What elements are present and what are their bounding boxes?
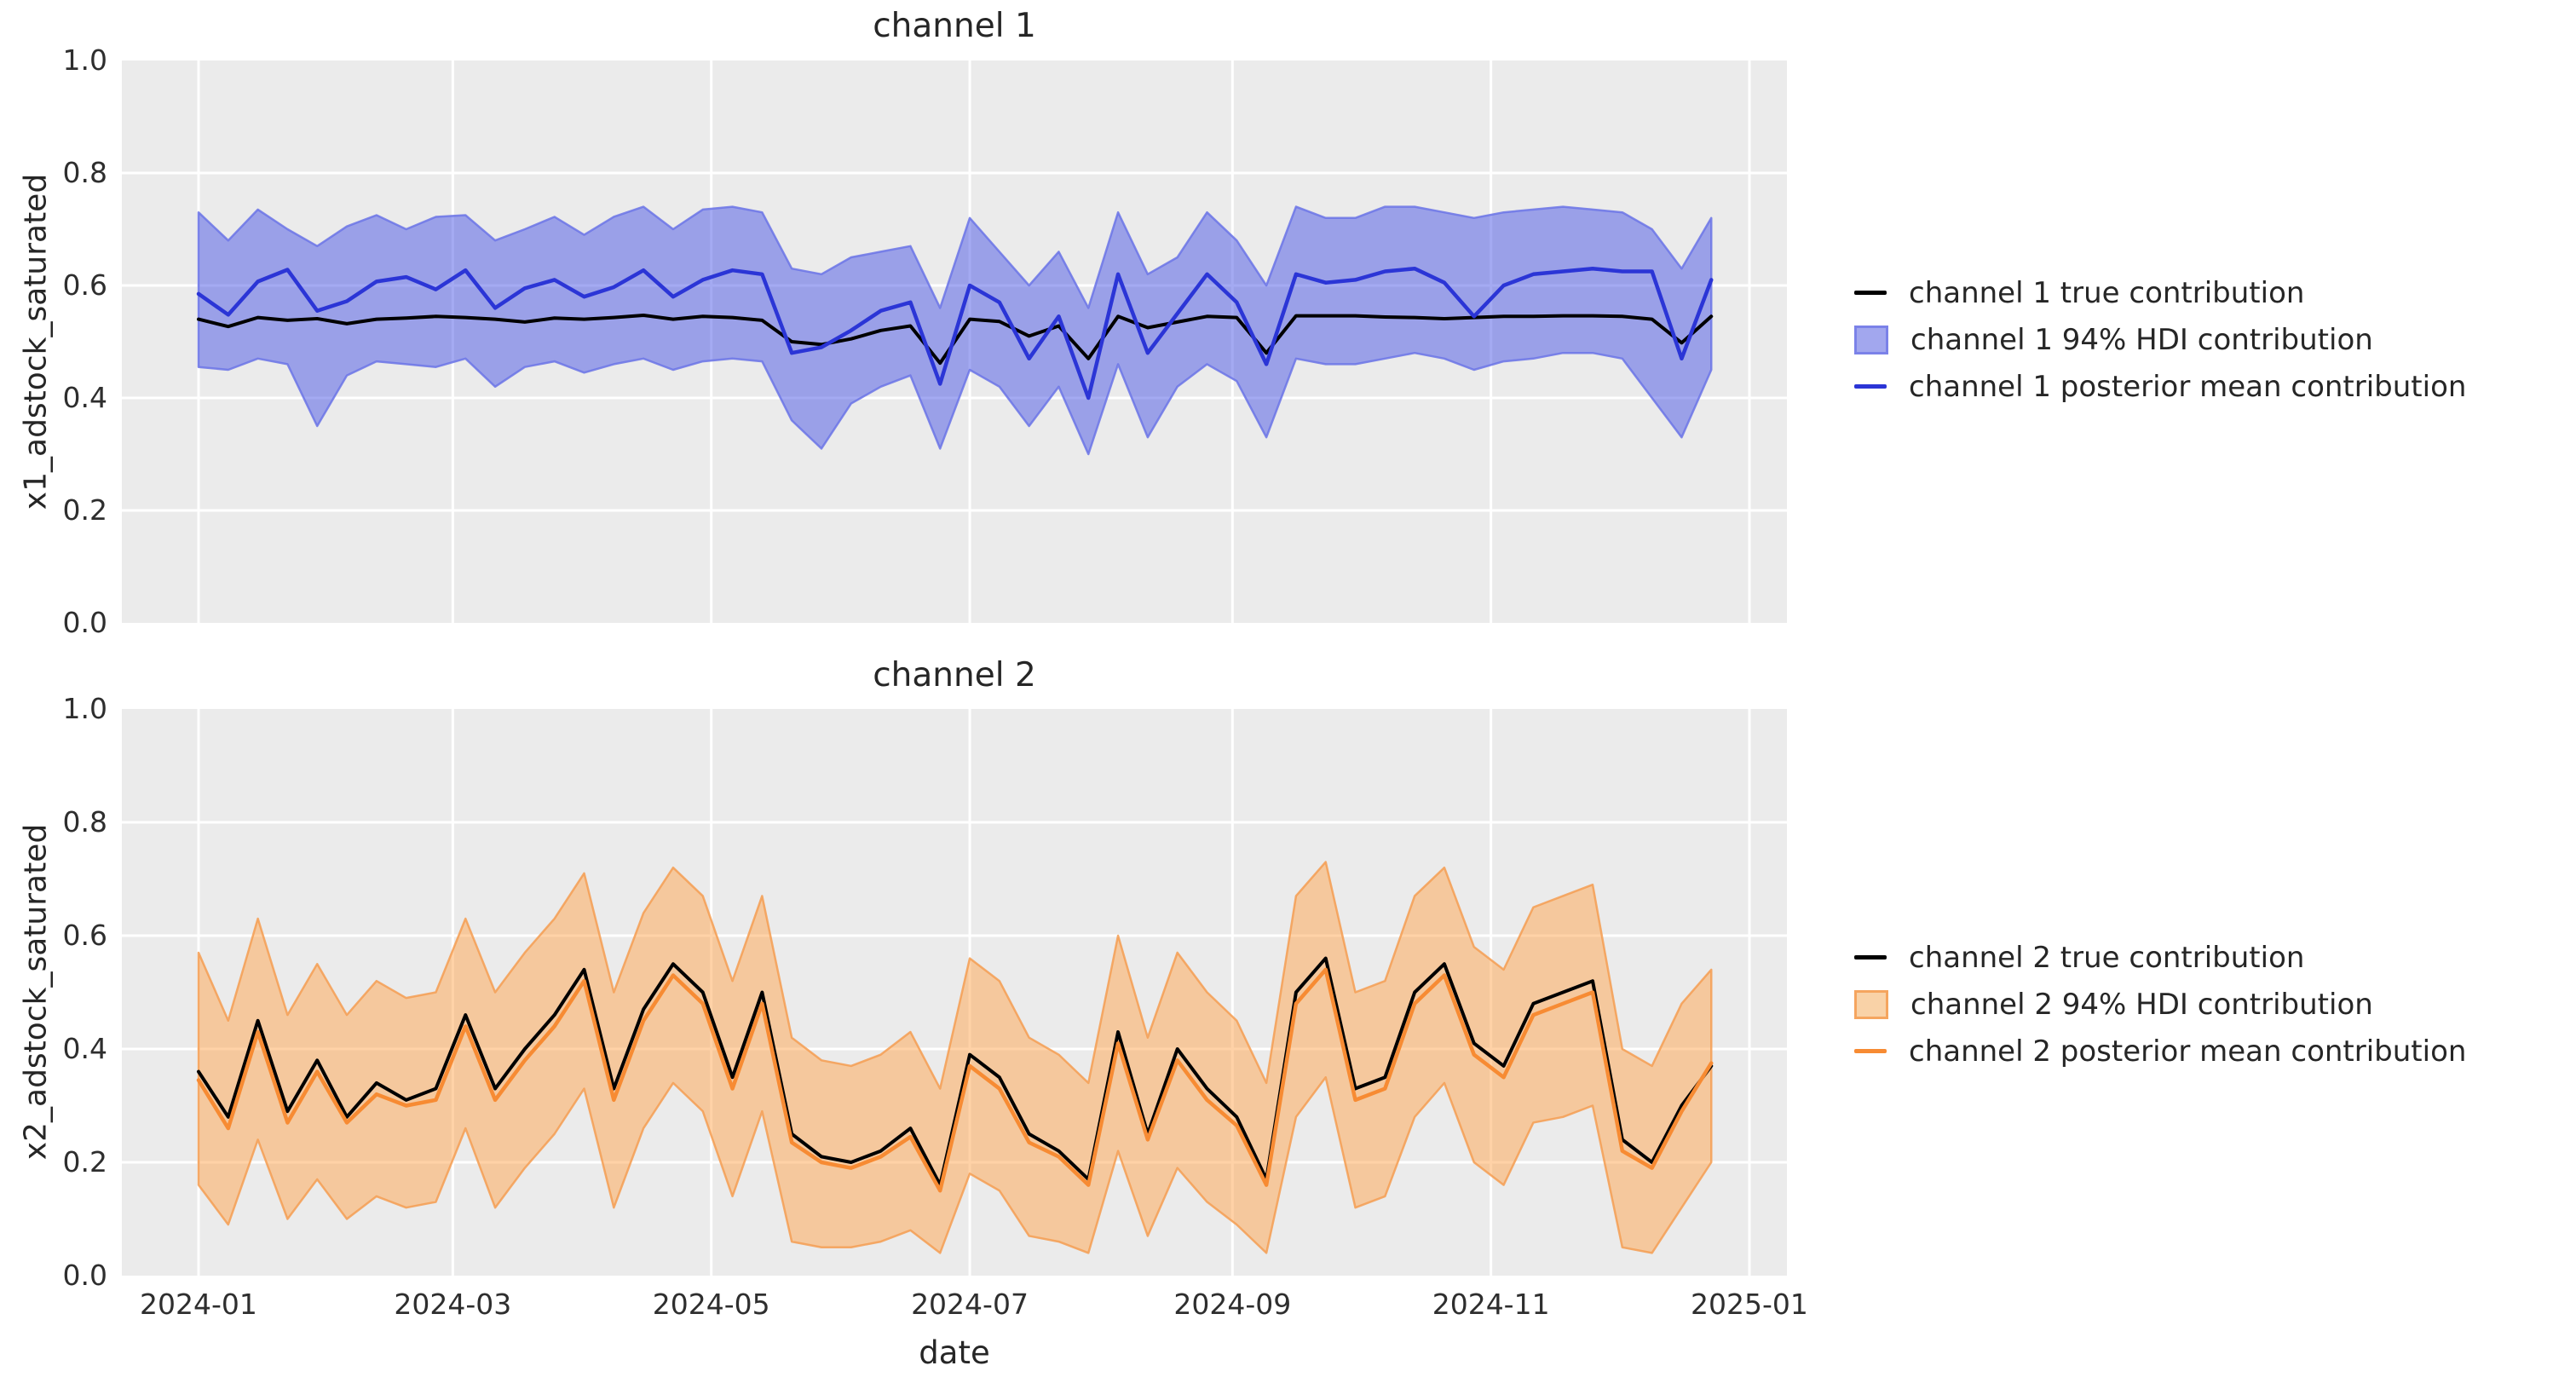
subplot-1-canvas [122, 61, 1787, 623]
y-tick-label: 0.4 [62, 381, 107, 414]
subplot-1-y-axis-label: x1_adstock_saturated [18, 173, 54, 510]
y-tick-label: 0.0 [62, 1259, 107, 1292]
black-line-swatch-icon [1854, 955, 1887, 959]
y-tick-label: 0.4 [62, 1032, 107, 1065]
subplot-2-title: channel 2 [873, 656, 1036, 694]
legend-item-mean: channel 1 posterior mean contribution [1854, 363, 2466, 410]
y-tick-label: 0.0 [62, 606, 107, 639]
hdi-band-swatch-icon [1854, 989, 1888, 1019]
orange-line-swatch-icon [1854, 1049, 1887, 1053]
subplot-2-canvas [122, 709, 1787, 1276]
legend-item-hdi: channel 2 94% HDI contribution [1854, 981, 2466, 1028]
x-tick-label: 2024-03 [394, 1288, 512, 1321]
y-tick-label: 0.6 [62, 268, 107, 302]
legend-item-hdi: channel 1 94% HDI contribution [1854, 316, 2466, 363]
legend-label: channel 1 true contribution [1909, 275, 2305, 310]
y-tick-label: 0.8 [62, 805, 107, 838]
y-tick-label: 0.8 [62, 156, 107, 189]
subplot-2-legend: channel 2 true contribution channel 2 94… [1854, 934, 2466, 1075]
legend-label: channel 2 true contribution [1909, 940, 2305, 975]
legend-item-mean: channel 2 posterior mean contribution [1854, 1028, 2466, 1075]
x-axis-label: date [919, 1334, 990, 1371]
legend-label: channel 2 94% HDI contribution [1910, 987, 2373, 1022]
blue-line-swatch-icon [1854, 384, 1887, 389]
legend-item-true: channel 1 true contribution [1854, 269, 2466, 316]
x-tick-label: 2024-07 [911, 1288, 1029, 1321]
subplot-1-plot-area [122, 61, 1787, 623]
y-tick-label: 0.2 [62, 1145, 107, 1178]
legend-label: channel 2 posterior mean contribution [1909, 1034, 2467, 1069]
subplot-1-legend: channel 1 true contribution channel 1 94… [1854, 269, 2466, 410]
x-tick-label: 2024-01 [140, 1288, 257, 1321]
subplot-1-title: channel 1 [873, 7, 1036, 45]
legend-label: channel 1 94% HDI contribution [1910, 322, 2373, 357]
x-tick-label: 2024-09 [1173, 1288, 1292, 1321]
x-tick-label: 2024-11 [1432, 1288, 1550, 1321]
legend-label: channel 1 posterior mean contribution [1909, 369, 2467, 404]
y-tick-label: 1.0 [62, 43, 107, 77]
legend-item-true: channel 2 true contribution [1854, 934, 2466, 981]
hdi-band-swatch-icon [1854, 325, 1888, 354]
x-tick-label: 2024-05 [652, 1288, 770, 1321]
x-tick-label: 2025-01 [1691, 1288, 1808, 1321]
y-tick-label: 0.2 [62, 493, 107, 527]
black-line-swatch-icon [1854, 291, 1887, 295]
subplot-2-y-axis-label: x2_adstock_saturated [18, 823, 54, 1161]
subplot-2-plot-area [122, 709, 1787, 1276]
y-tick-label: 1.0 [62, 692, 107, 725]
y-tick-label: 0.6 [62, 919, 107, 952]
